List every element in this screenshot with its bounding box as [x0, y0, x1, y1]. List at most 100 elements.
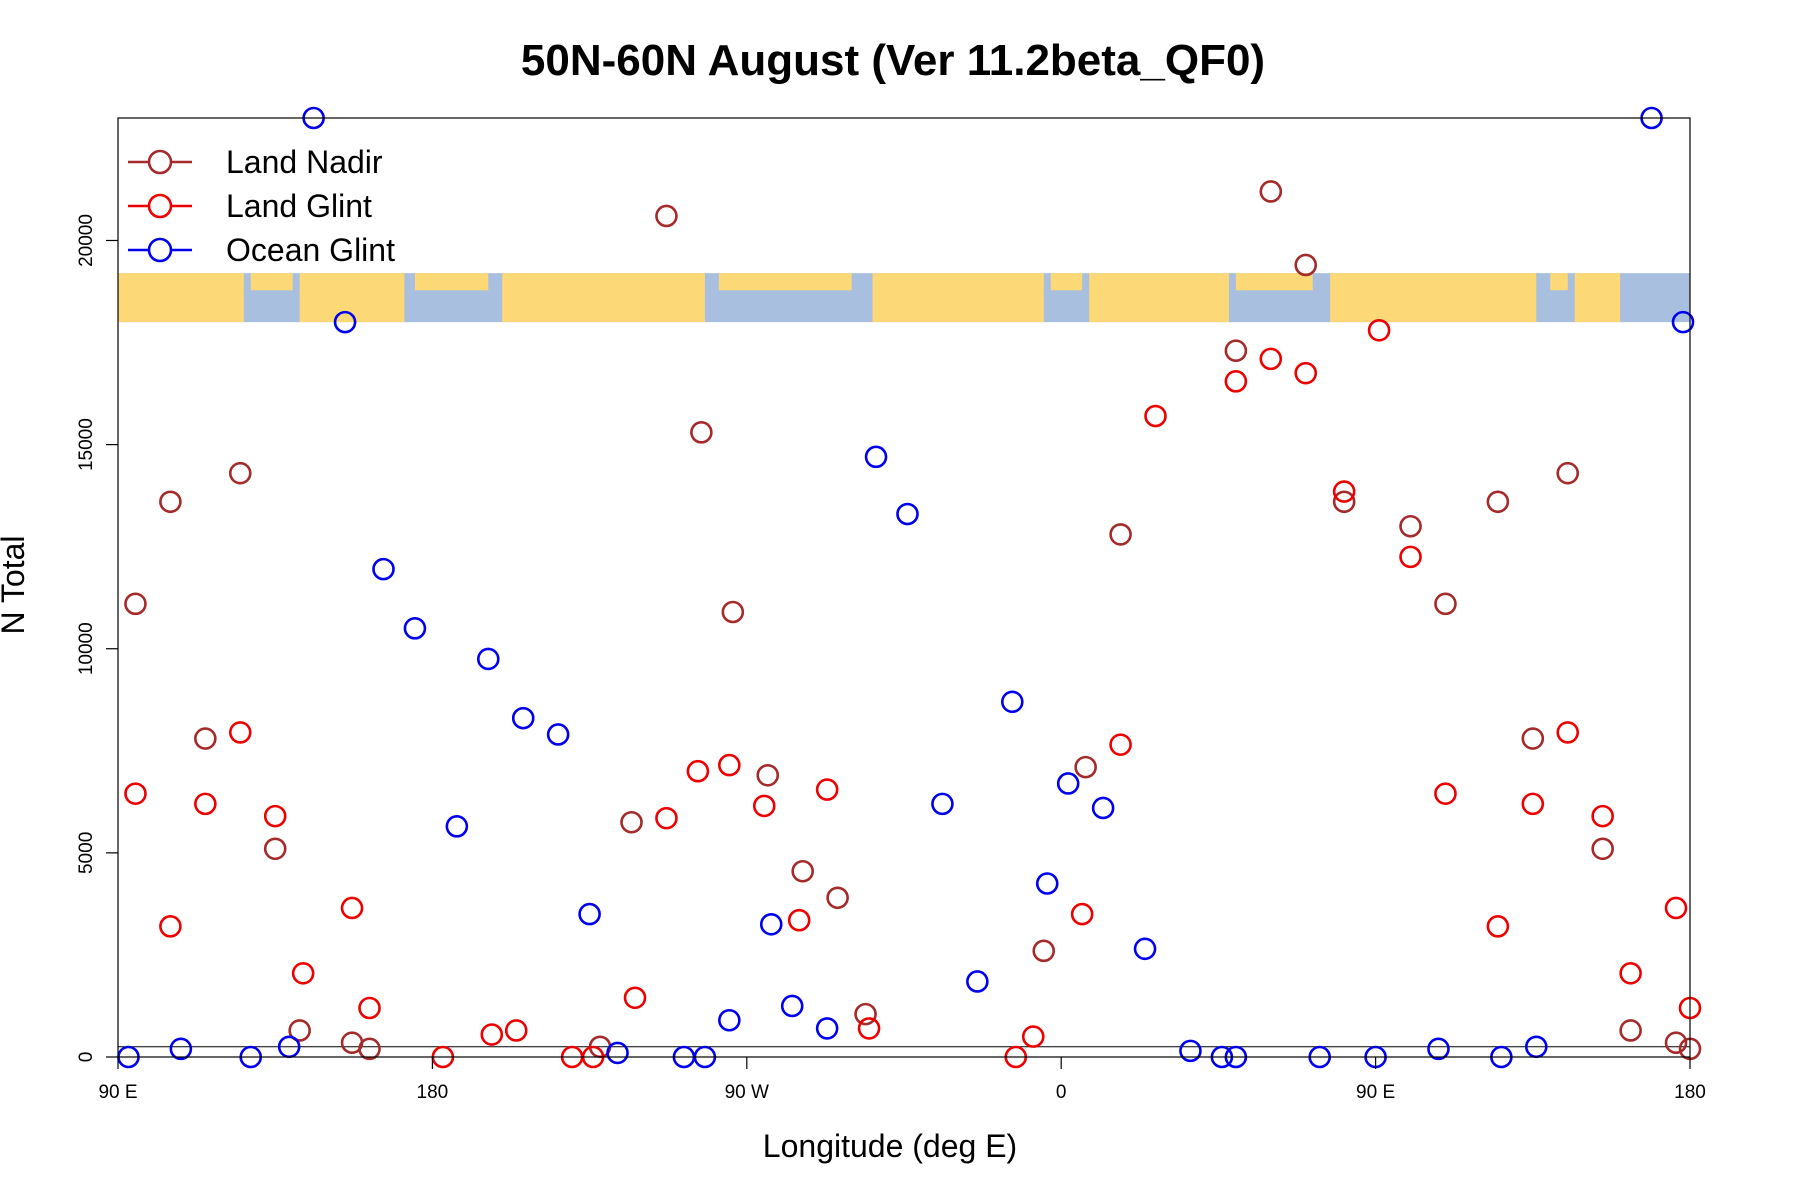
- y-tick-label: 20000: [76, 214, 97, 267]
- point-land-nadir: [1332, 490, 1356, 514]
- point-land-glint: [194, 792, 217, 816]
- point-ocean-glint: [931, 792, 954, 816]
- point-land-glint: [480, 1023, 504, 1046]
- legend-label-land-glint: Land Glint: [226, 188, 372, 224]
- legend-marker-land-glint: [147, 193, 173, 219]
- x-axis-label: Longitude (deg E): [763, 1128, 1017, 1164]
- point-land-glint: [1664, 896, 1688, 920]
- y-tick-label: 15000: [76, 418, 97, 471]
- point-land-glint: [358, 996, 381, 1020]
- map-land: [414, 273, 489, 291]
- point-land-glint: [1367, 318, 1391, 342]
- point-land-nadir: [1619, 1019, 1642, 1042]
- map-land: [1330, 273, 1537, 323]
- x-tick-label: 90 E: [98, 1082, 137, 1103]
- point-land-nadir: [620, 810, 643, 834]
- point-land-glint: [1070, 902, 1094, 926]
- point-ocean-glint: [1035, 872, 1059, 895]
- point-land-nadir: [1259, 180, 1283, 203]
- point-ocean-glint: [1000, 690, 1024, 714]
- point-land-glint: [1144, 404, 1167, 428]
- y-axis: 0 5000 10000 15000 20000: [76, 214, 118, 1062]
- point-land-nadir: [1399, 514, 1422, 538]
- point-land-nadir: [263, 837, 287, 861]
- point-land-nadir: [756, 763, 780, 787]
- plot-frame: [117, 117, 1691, 1058]
- point-land-nadir: [288, 1019, 311, 1042]
- legend-label-ocean-glint: Ocean Glint: [226, 232, 395, 268]
- point-land-nadir: [690, 421, 713, 444]
- point-land-nadir: [826, 886, 849, 910]
- point-ocean-glint: [966, 970, 989, 993]
- point-land-glint: [1109, 733, 1132, 756]
- map-land: [872, 273, 1044, 323]
- point-ocean-glint: [403, 617, 427, 640]
- point-land-nadir: [1032, 939, 1056, 963]
- point-ocean-glint: [1133, 937, 1157, 961]
- point-land-glint: [623, 986, 647, 1010]
- point-ocean-glint: [1056, 772, 1080, 795]
- legend-marker-land-nadir: [147, 149, 173, 175]
- point-land-nadir: [1074, 755, 1097, 779]
- point-land-nadir: [1521, 727, 1545, 750]
- point-ocean-glint: [1671, 310, 1695, 334]
- point-land-nadir: [721, 600, 745, 624]
- point-land-nadir: [159, 490, 182, 514]
- point-ocean-glint: [780, 994, 804, 1018]
- point-land-glint: [1434, 782, 1457, 805]
- y-tick-label: 5000: [76, 832, 97, 874]
- point-ocean-glint: [815, 1017, 839, 1040]
- legend-label-land-nadir: Land Nadir: [226, 144, 383, 180]
- point-land-glint: [655, 806, 678, 830]
- x-tick-label: 0: [1056, 1082, 1067, 1103]
- point-land-glint: [1619, 962, 1642, 985]
- point-land-glint: [263, 804, 287, 828]
- point-ocean-glint: [333, 310, 357, 334]
- map-land: [1235, 273, 1313, 291]
- point-ocean-glint: [578, 902, 601, 926]
- point-ocean-glint: [1179, 1039, 1202, 1063]
- point-land-glint: [159, 915, 182, 938]
- point-land-glint: [1556, 721, 1580, 744]
- point-ocean-glint: [718, 1008, 741, 1032]
- map-land: [1550, 273, 1568, 291]
- point-ocean-glint: [445, 815, 469, 838]
- point-land-glint: [1224, 370, 1248, 393]
- x-tick-label: 90 E: [1356, 1082, 1395, 1103]
- point-land-glint: [1294, 361, 1318, 385]
- point-land-glint: [752, 794, 776, 818]
- point-ocean-glint: [1427, 1037, 1450, 1061]
- chart-title: 50N-60N August (Ver 11.2beta_QF0): [521, 36, 1265, 85]
- point-land-glint: [228, 721, 252, 744]
- point-land-nadir: [1109, 523, 1132, 546]
- world-map-strip: [118, 273, 1690, 323]
- x-tick-label: 90 W: [725, 1082, 769, 1103]
- point-land-glint: [857, 1017, 881, 1040]
- point-land-nadir: [1294, 253, 1318, 277]
- point-land-nadir: [1434, 592, 1457, 616]
- map-land: [718, 273, 852, 291]
- point-ocean-glint: [476, 647, 500, 671]
- x-tick-label: 180: [1674, 1082, 1706, 1103]
- point-land-nadir: [854, 1002, 877, 1026]
- point-land-nadir: [1591, 837, 1614, 861]
- point-land-nadir: [1486, 490, 1510, 514]
- point-land-glint: [686, 759, 710, 783]
- point-land-nadir: [124, 592, 147, 616]
- point-land-nadir: [1556, 461, 1580, 485]
- point-land-nadir: [791, 859, 814, 883]
- point-land-nadir: [1224, 339, 1248, 363]
- point-ocean-glint: [372, 557, 395, 581]
- x-tick-label: 180: [417, 1082, 449, 1103]
- legend: Land Nadir Land Glint Ocean Glint: [128, 144, 395, 268]
- point-land-glint: [1486, 915, 1510, 938]
- point-ocean-glint: [169, 1037, 193, 1061]
- point-land-nadir: [194, 727, 217, 750]
- map-land: [502, 273, 705, 323]
- point-land-glint: [1591, 804, 1614, 828]
- map-land: [250, 273, 293, 291]
- map-land: [1050, 273, 1083, 291]
- legend-marker-ocean-glint: [147, 237, 173, 263]
